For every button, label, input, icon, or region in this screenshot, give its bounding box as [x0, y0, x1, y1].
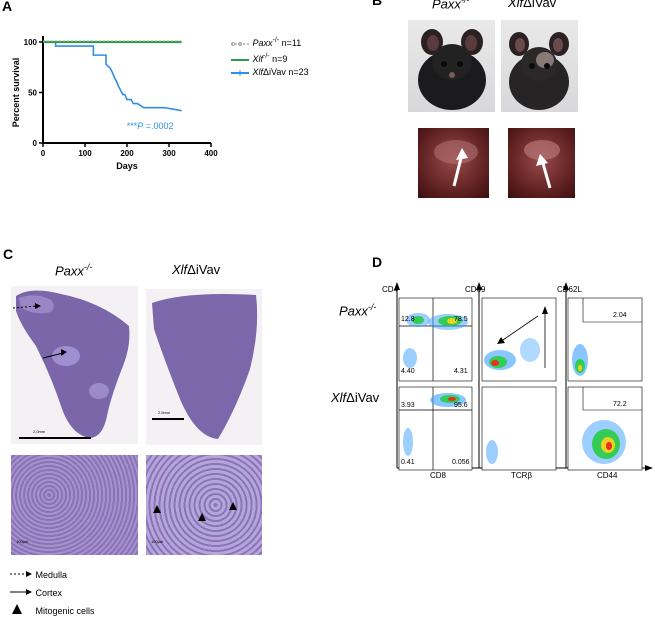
survival-legend: Paxx-/- n=11 Xlf-/- n=9 XlfΔiVav n=23 — [230, 34, 309, 79]
q2-ll: 0.41 — [401, 459, 415, 466]
photo-paxx-thymus — [418, 128, 489, 198]
x-tick-label: 300 — [162, 149, 176, 158]
y-axis-title: Percent survival — [11, 58, 21, 128]
d-axis-cd62l: CD62L — [557, 285, 582, 294]
c-legend: Medulla Cortex Mitogenic cells — [9, 566, 95, 620]
panel-label-a: A — [2, 0, 13, 14]
d-row1-label: Paxx-/- — [339, 302, 377, 319]
solid-arrow-icon — [10, 589, 32, 595]
legend-item-paxx: Paxx-/- n=11 — [230, 34, 309, 50]
c-label-xlfivav: XlfΔiVav — [172, 262, 221, 277]
svg-text:2.5mm: 2.5mm — [158, 410, 171, 415]
legend-paxx-main: Paxx — [252, 38, 273, 48]
histology-paxx-highmag: 100μm — [11, 455, 138, 555]
legend-xlf-sup: -/- — [263, 53, 270, 60]
d-axis-tcrb: TCRβ — [511, 471, 532, 480]
panel-label-d: D — [372, 254, 383, 270]
legend-xlfivav-rest: ΔiVav n=23 — [263, 67, 309, 77]
p-value-annotation: ***P =.0002 — [127, 121, 174, 131]
panel-label-c: C — [3, 246, 14, 262]
triangle-icon — [12, 604, 22, 614]
photo-xlfivav-mouse — [501, 20, 578, 112]
flow-cytometry-grid: CD4 CD69 CD62L CD8 TCRβ CD44 12.8 78.5 4… — [382, 282, 653, 480]
svg-text:100μm: 100μm — [151, 539, 164, 544]
d-row2-label: XlfΔiVav — [331, 390, 380, 405]
b-label-paxx: Paxx-/- — [432, 0, 470, 12]
d-axis-cd44: CD44 — [597, 471, 618, 480]
svg-text:2.0mm: 2.0mm — [33, 429, 46, 434]
photo-paxx-mouse — [408, 20, 495, 112]
legend-xlfivav-main: Xlf — [252, 67, 264, 77]
legend-cortex: Cortex — [9, 584, 95, 602]
q1-ul: 12.8 — [401, 316, 415, 323]
legend-item-xlfivav: XlfΔiVav n=23 — [230, 66, 309, 79]
q1-lr: 4.31 — [454, 368, 468, 375]
legend-mitogenic: Mitogenic cells — [9, 602, 95, 620]
svg-text:100μm: 100μm — [16, 539, 29, 544]
legend-medulla: Medulla — [9, 566, 95, 584]
photo-xlfivav-thymus — [508, 128, 575, 198]
x-tick-label: 200 — [120, 149, 134, 158]
x-tick-label: 400 — [204, 149, 218, 158]
q1-ll: 4.40 — [401, 368, 415, 375]
d-axis-cd69: CD69 — [465, 285, 486, 294]
histology-xlfivav-highmag: 100μm — [146, 455, 262, 555]
b-label-xlfivav: XlfΔiVav — [508, 0, 557, 10]
q2-lr: 0.056 — [452, 459, 470, 466]
survival-chart: 0 100 200 300 400 0 50 100 Days Percent survival *… — [11, 36, 218, 171]
y-tick-label: 0 — [33, 139, 38, 148]
y-tick-label: 100 — [24, 38, 38, 47]
histology-xlfivav-lowmag: 2.5mm — [146, 289, 262, 445]
histology-paxx-lowmag: 2.0mm — [11, 286, 138, 444]
d-axis-cd4: CD4 — [382, 285, 399, 294]
x-tick-label: 0 — [41, 149, 46, 158]
q2-ul: 3.93 — [401, 402, 415, 409]
dashed-arrow-icon — [10, 571, 32, 577]
cd62l-r1: 2.04 — [613, 312, 627, 319]
cd62l-r2: 72.2 — [613, 401, 627, 408]
q1-ur: 78.5 — [454, 316, 468, 323]
legend-item-xlf: Xlf-/- n=9 — [230, 50, 309, 66]
c-label-paxx: Paxx-/- — [55, 262, 93, 279]
legend-xlf-main: Xlf — [252, 54, 264, 64]
d-axis-cd8: CD8 — [430, 471, 447, 480]
legend-paxx-rest: n=11 — [279, 38, 302, 48]
x-axis-title: Days — [116, 161, 138, 171]
q2-ur: 95.6 — [454, 402, 468, 409]
y-tick-label: 50 — [28, 89, 37, 98]
legend-paxx-sup: -/- — [272, 37, 280, 44]
legend-xlf-rest: n=9 — [269, 54, 288, 64]
panel-label-b: B — [372, 0, 383, 8]
series-xlfivav-line — [43, 41, 182, 112]
x-tick-label: 100 — [78, 149, 92, 158]
